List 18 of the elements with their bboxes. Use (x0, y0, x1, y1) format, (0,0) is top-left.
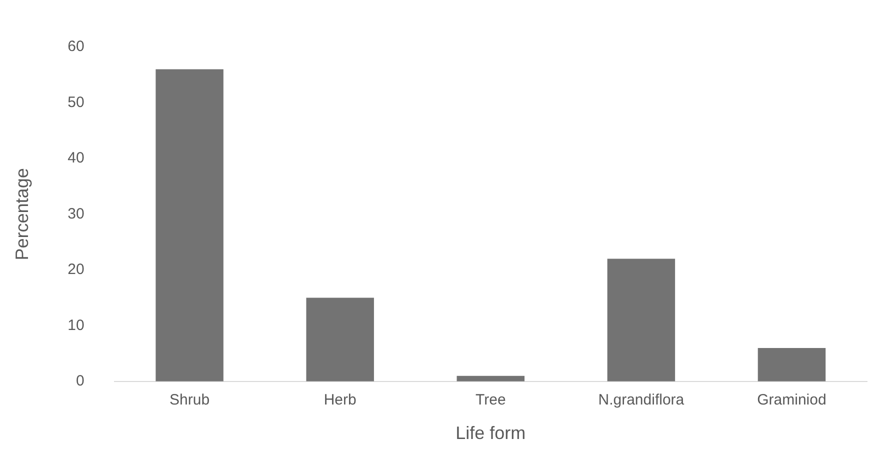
x-tick-label: Graminiod (757, 392, 826, 409)
x-tick-label: N.grandiflora (598, 392, 685, 409)
y-tick-label: 10 (68, 316, 84, 334)
y-tick-label: 0 (76, 372, 84, 390)
bar (758, 348, 826, 382)
x-tick-label: Shrub (170, 392, 210, 409)
x-tick-label: Herb (324, 392, 356, 409)
x-axis-title: Life form (456, 423, 526, 444)
y-tick-label: 60 (68, 38, 84, 56)
y-axis-title: Percentage (12, 168, 32, 260)
bar (156, 69, 224, 382)
x-tick-label: Tree (475, 392, 506, 409)
bar (607, 258, 676, 382)
y-tick-label: 40 (68, 150, 84, 167)
y-tick-label: 20 (68, 261, 84, 278)
y-tick-label: 50 (68, 94, 84, 111)
bar (306, 298, 374, 382)
y-tick-label: 30 (68, 205, 84, 222)
